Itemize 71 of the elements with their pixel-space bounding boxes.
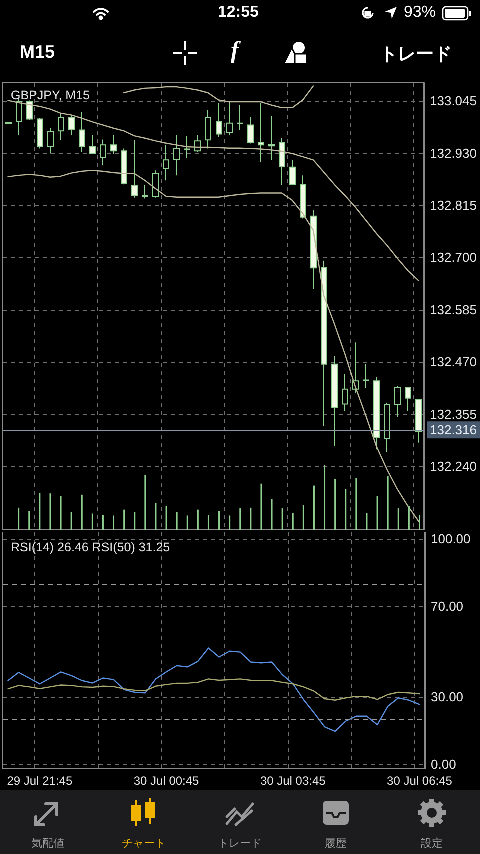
candlestick: [268, 116, 275, 161]
text: 設定: [420, 836, 444, 851]
candlestick: [415, 399, 422, 444]
ref-line-label: 132.316: [430, 422, 478, 438]
candlestick: [300, 175, 306, 220]
line-series: [8, 678, 420, 701]
y-tick-label: 132.585: [430, 302, 478, 318]
candlestick: [205, 110, 211, 150]
candlestick: [289, 160, 296, 186]
y-tick-label: 70.00: [431, 598, 464, 614]
y-tick-label: 132.815: [430, 198, 478, 214]
candlestick: [394, 386, 401, 418]
y-tick-label: 132.700: [430, 250, 478, 266]
candlestick: [194, 134, 201, 152]
candlestick: [247, 116, 254, 144]
candlestick: [342, 374, 348, 412]
chart-title: GBPJPY, M15: [11, 88, 90, 102]
candlestick: [237, 104, 243, 131]
candlestick: [89, 134, 96, 155]
line-series: [123, 86, 314, 109]
text: トレード: [380, 43, 452, 66]
y-tick-label: 133.045: [430, 94, 478, 109]
candlestick: [384, 402, 390, 452]
candlestick: [173, 134, 180, 176]
candlestick: [131, 140, 138, 198]
candlestick: [47, 128, 54, 154]
candlestick: [142, 185, 148, 200]
text: チャート: [121, 837, 167, 851]
x-tick-label: 30 Jul 00:45: [134, 774, 200, 788]
candlestick: [184, 136, 190, 159]
candlestick: [279, 138, 285, 186]
text: 12:55: [218, 4, 259, 22]
text: RSI(14) 26.46 RSI(50) 31.25: [11, 540, 170, 554]
x-tick-label: 29 Jul 21:45: [7, 774, 73, 788]
candlestick: [405, 387, 411, 412]
candlestick: [321, 260, 327, 428]
candlestick: [373, 377, 380, 450]
candlestick: [331, 356, 338, 447]
y-tick-label: 132.240: [430, 458, 478, 474]
candlestick: [121, 148, 127, 186]
candlestick: [152, 170, 159, 198]
candlestick: [26, 100, 33, 121]
y-tick-label: 30.00: [431, 689, 464, 704]
candlestick: [226, 102, 233, 136]
y-tick-label: 132.355: [430, 406, 478, 422]
candlestick: [163, 144, 169, 182]
x-tick-label: 30 Jul 06:45: [387, 774, 453, 788]
candlestick: [216, 102, 222, 138]
candlestick: [58, 112, 64, 141]
candlestick: [5, 122, 12, 125]
y-tick-label: 0.00: [431, 756, 456, 772]
y-tick-label: 132.930: [430, 146, 478, 161]
text: 93%: [404, 4, 436, 22]
line-series: [8, 648, 420, 732]
candlestick: [363, 364, 369, 389]
candlestick: [68, 114, 75, 136]
candlestick: [100, 139, 106, 166]
candlestick: [79, 112, 85, 152]
text: M15: [20, 42, 56, 63]
y-tick-label: 132.470: [430, 354, 478, 370]
candlestick: [258, 102, 264, 162]
text: f: [231, 38, 239, 65]
y-tick-label: 100.00: [431, 531, 471, 546]
text: 気配値: [30, 837, 66, 851]
line-series: [8, 100, 420, 282]
text: 履歴: [324, 837, 348, 851]
candlestick: [37, 117, 43, 150]
x-tick-label: 30 Jul 03:45: [260, 774, 326, 788]
candlestick: [310, 210, 317, 290]
text: トレード: [217, 837, 263, 851]
candlestick: [110, 134, 117, 155]
